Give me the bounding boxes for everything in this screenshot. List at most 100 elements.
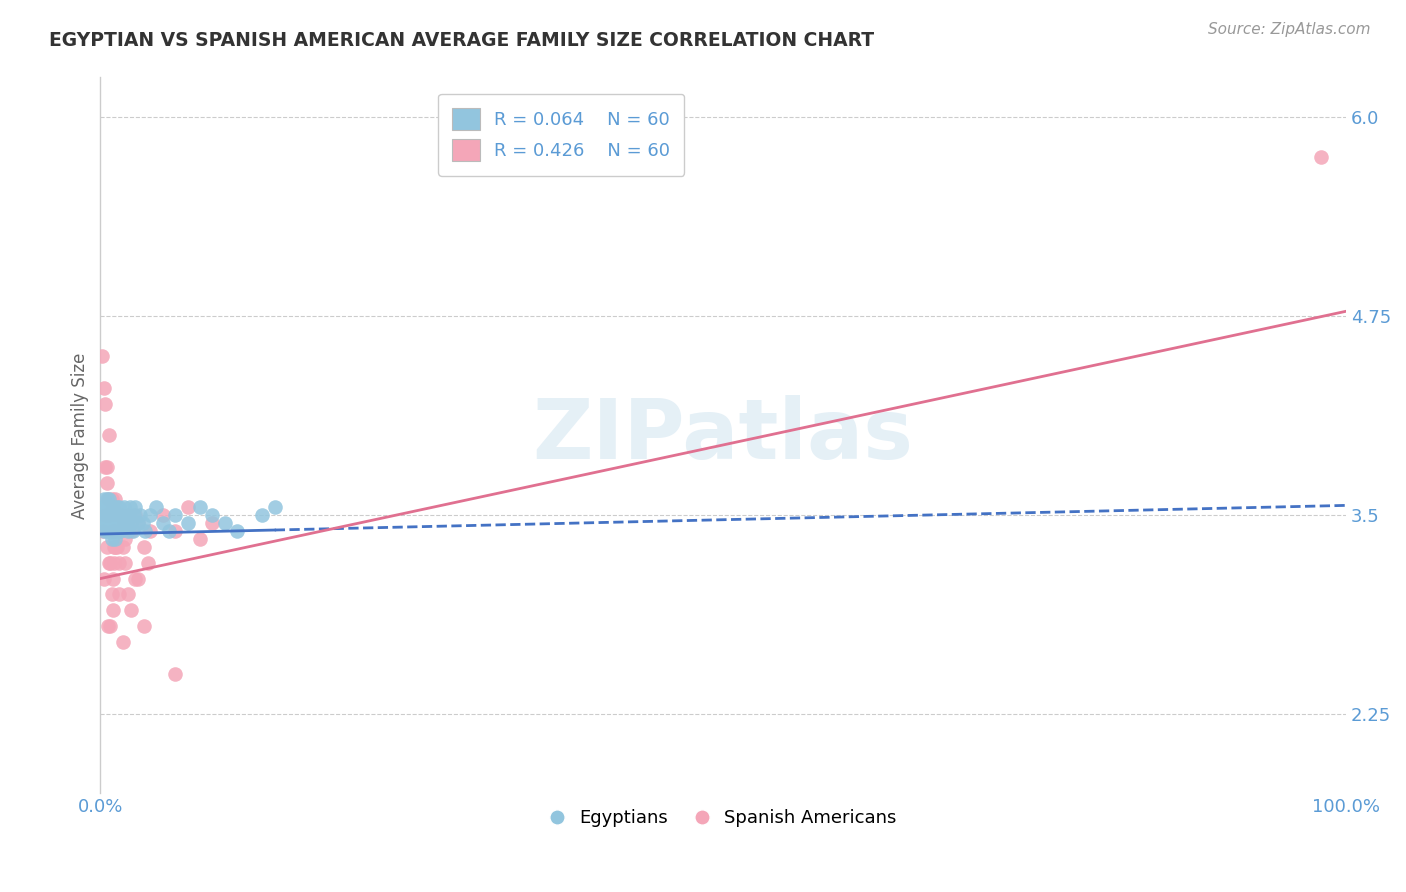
Point [104, 508, 127, 522]
Point [93, 491, 115, 506]
Point [120, 500, 142, 514]
Point [127, 572, 149, 586]
Point [104, 540, 127, 554]
Point [121, 524, 143, 538]
Point [96, 540, 118, 554]
Point [98, 556, 121, 570]
Point [100, 587, 122, 601]
Point [108, 556, 131, 570]
Point [98, 428, 121, 442]
Point [91, 524, 114, 538]
Point [115, 516, 138, 530]
Point [96, 508, 118, 522]
Point [91, 500, 114, 514]
Point [139, 524, 162, 538]
Point [132, 619, 155, 633]
Point [114, 532, 136, 546]
Point [103, 540, 125, 554]
Point [108, 587, 131, 601]
Point [97, 516, 120, 530]
Point [112, 516, 135, 530]
Point [98, 508, 121, 522]
Point [93, 572, 115, 586]
Point [98, 524, 121, 538]
Point [118, 508, 141, 522]
Y-axis label: Average Family Size: Average Family Size [72, 352, 89, 518]
Point [93, 508, 115, 522]
Point [132, 540, 155, 554]
Point [97, 508, 120, 522]
Point [1310, 150, 1333, 164]
Point [188, 500, 211, 514]
Point [91, 516, 114, 530]
Point [96, 491, 118, 506]
Point [104, 532, 127, 546]
Point [100, 524, 122, 538]
Point [124, 508, 146, 522]
Point [134, 524, 156, 538]
Point [103, 556, 125, 570]
Point [110, 524, 132, 538]
Point [145, 500, 167, 514]
Point [98, 508, 121, 522]
Point [103, 516, 125, 530]
Point [127, 516, 149, 530]
Point [117, 508, 139, 522]
Point [97, 619, 120, 633]
Point [122, 508, 145, 522]
Point [114, 508, 136, 522]
Point [93, 381, 115, 395]
Point [214, 516, 236, 530]
Point [111, 635, 134, 649]
Point [96, 460, 118, 475]
Point [90, 349, 112, 363]
Point [165, 508, 187, 522]
Point [101, 508, 124, 522]
Point [139, 508, 162, 522]
Point [111, 540, 134, 554]
Point [117, 524, 139, 538]
Point [100, 532, 122, 546]
Point [110, 524, 132, 538]
Point [131, 516, 153, 530]
Text: Source: ZipAtlas.com: Source: ZipAtlas.com [1208, 22, 1371, 37]
Point [152, 516, 174, 530]
Point [188, 532, 211, 546]
Point [201, 508, 224, 522]
Point [98, 491, 121, 506]
Point [107, 508, 129, 522]
Point [108, 500, 131, 514]
Point [201, 516, 224, 530]
Point [176, 500, 198, 514]
Point [157, 524, 180, 538]
Legend: Egyptians, Spanish Americans: Egyptians, Spanish Americans [543, 802, 903, 834]
Point [136, 556, 159, 570]
Point [96, 524, 118, 538]
Point [152, 508, 174, 522]
Point [90, 508, 112, 522]
Point [94, 396, 117, 410]
Point [263, 500, 285, 514]
Point [129, 508, 152, 522]
Point [176, 516, 198, 530]
Point [110, 524, 132, 538]
Point [101, 500, 124, 514]
Point [105, 540, 128, 554]
Point [104, 491, 127, 506]
Point [117, 587, 139, 601]
Point [104, 524, 127, 538]
Point [94, 508, 117, 522]
Point [110, 508, 132, 522]
Point [103, 500, 125, 514]
Point [110, 508, 132, 522]
Point [100, 508, 122, 522]
Point [98, 516, 121, 530]
Point [226, 524, 249, 538]
Point [97, 500, 120, 514]
Point [121, 516, 143, 530]
Point [97, 491, 120, 506]
Point [94, 516, 117, 530]
Point [94, 460, 117, 475]
Point [101, 524, 124, 538]
Point [165, 667, 187, 681]
